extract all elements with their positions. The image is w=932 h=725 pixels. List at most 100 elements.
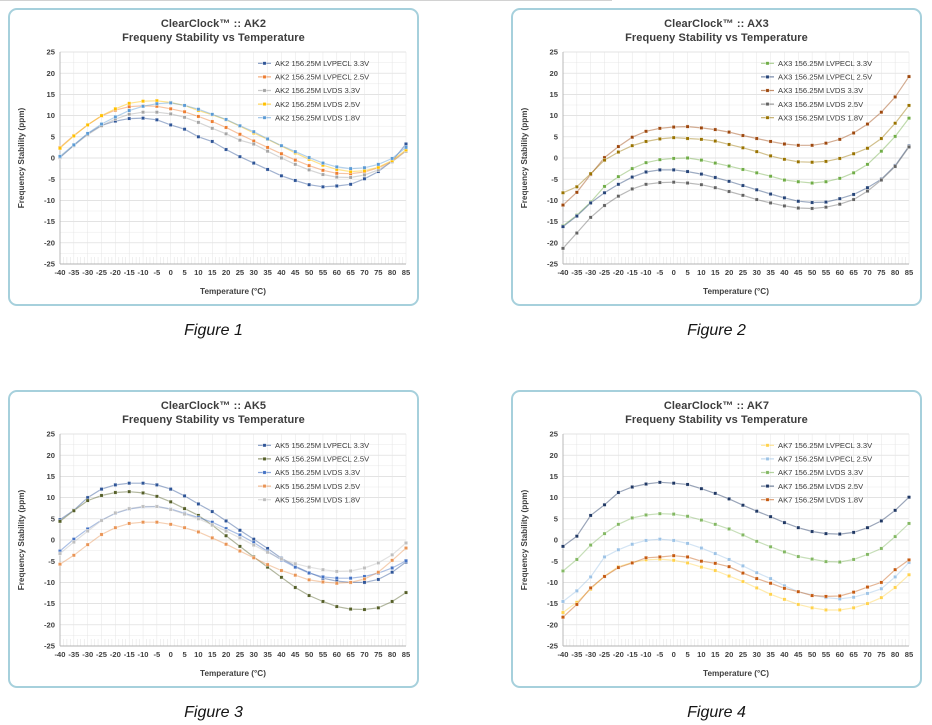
- series-marker: [713, 521, 718, 526]
- x-tick-label: 55: [319, 268, 328, 277]
- series-marker: [879, 148, 884, 153]
- series-marker: [685, 169, 690, 173]
- series-marker: [727, 129, 731, 134]
- series-marker: [893, 120, 898, 125]
- legend-item: AK5 156.25M LVDS 2.5V: [258, 481, 361, 490]
- y-tick-label: 20: [550, 450, 558, 459]
- x-tick-label: 60: [836, 268, 844, 277]
- series-marker: [907, 494, 911, 499]
- series-marker: [727, 573, 731, 578]
- series-line: [562, 104, 910, 193]
- legend-item: AK5 156.25M LVDS 1.8V: [258, 495, 361, 504]
- series-line: [562, 146, 910, 249]
- series-marker: [713, 175, 718, 179]
- series-marker: [404, 141, 408, 146]
- series-marker: [865, 525, 870, 530]
- series-marker: [362, 172, 367, 177]
- series-marker: [782, 195, 787, 200]
- series-marker: [657, 167, 662, 172]
- series-marker: [727, 142, 731, 146]
- chart-panel-ax3: ClearClock™ :: AX3 Frequeny Stability vs…: [511, 8, 922, 306]
- x-tick-label: 40: [277, 268, 285, 277]
- legend-item: AK7 156.25M LVPECL 2.5V: [761, 454, 873, 463]
- series-marker: [644, 128, 648, 133]
- series-marker: [127, 108, 132, 112]
- series-marker: [602, 203, 607, 207]
- series-marker: [265, 167, 270, 171]
- series-marker: [616, 490, 621, 494]
- series-marker: [238, 131, 242, 136]
- series-marker: [196, 529, 201, 534]
- series-marker: [741, 579, 745, 583]
- series-marker: [113, 482, 118, 487]
- y-tick-label: 0: [51, 535, 55, 544]
- legend-marker: [262, 456, 267, 461]
- series-marker: [390, 552, 395, 557]
- series-marker: [404, 558, 408, 563]
- series-line: [562, 145, 910, 227]
- series-marker: [782, 177, 787, 182]
- series-marker: [238, 123, 242, 128]
- series-marker: [837, 593, 842, 598]
- series-marker: [879, 595, 884, 600]
- x-axis-title: Temperature (°C): [200, 669, 266, 678]
- legend-label: AX3 156.25M LVPECL 3.3V: [778, 59, 873, 68]
- x-tick-label: -10: [641, 650, 652, 659]
- x-tick-label: 70: [863, 650, 871, 659]
- series-marker: [348, 181, 353, 186]
- series-marker: [362, 576, 367, 581]
- series-marker: [71, 552, 76, 557]
- figure-4: ClearClock™ :: AK7 Frequeny Stability vs…: [511, 390, 922, 722]
- x-tick-label: -35: [571, 268, 583, 277]
- series-marker: [602, 184, 607, 188]
- series-marker: [390, 569, 395, 574]
- series-marker: [824, 593, 828, 598]
- series-marker: [293, 149, 298, 154]
- x-tick-label: 15: [208, 650, 217, 659]
- series-marker: [851, 151, 856, 156]
- series-marker: [796, 589, 801, 594]
- series-marker: [154, 519, 159, 524]
- series-marker: [321, 574, 325, 579]
- series-marker: [657, 180, 662, 184]
- series-marker: [699, 171, 704, 176]
- series-line: [562, 117, 910, 226]
- series-marker: [851, 170, 856, 175]
- series-marker: [685, 136, 690, 140]
- series-marker: [907, 557, 911, 562]
- series-marker: [154, 493, 159, 498]
- series-marker: [657, 536, 662, 541]
- series-marker: [99, 486, 104, 491]
- series-marker: [741, 133, 745, 137]
- series-marker: [265, 144, 270, 149]
- series-marker: [224, 533, 228, 538]
- series-marker: [168, 106, 173, 111]
- x-tick-label: 50: [808, 650, 816, 659]
- figure-caption: Figure 1: [184, 322, 243, 339]
- y-tick-label: 0: [51, 153, 55, 162]
- series-marker: [713, 185, 718, 190]
- chart-title: ClearClock™ :: AX3: [664, 18, 769, 30]
- x-tick-label: 65: [346, 650, 355, 659]
- series-marker: [768, 173, 773, 178]
- legend-label: AK7 156.25M LVDS 1.8V: [778, 495, 864, 504]
- legend-marker: [262, 88, 267, 92]
- x-tick-label: 15: [208, 268, 217, 277]
- gridlines: [59, 433, 407, 646]
- x-tick-label: 70: [863, 268, 871, 277]
- series-marker: [321, 567, 325, 572]
- x-tick-label: -10: [641, 268, 652, 277]
- series-marker: [168, 507, 173, 511]
- y-tick-label: -20: [547, 238, 558, 247]
- x-tick-label: 20: [725, 268, 733, 277]
- series-marker: [154, 482, 159, 487]
- y-tick-label: 25: [47, 430, 56, 439]
- series-marker: [99, 532, 104, 536]
- x-tick-label: 80: [388, 268, 396, 277]
- series-marker: [851, 589, 856, 594]
- legend-marker: [765, 456, 770, 461]
- y-tick-label: 5: [51, 514, 56, 523]
- x-tick-label: 30: [250, 268, 258, 277]
- y-tick-label: 10: [47, 493, 55, 502]
